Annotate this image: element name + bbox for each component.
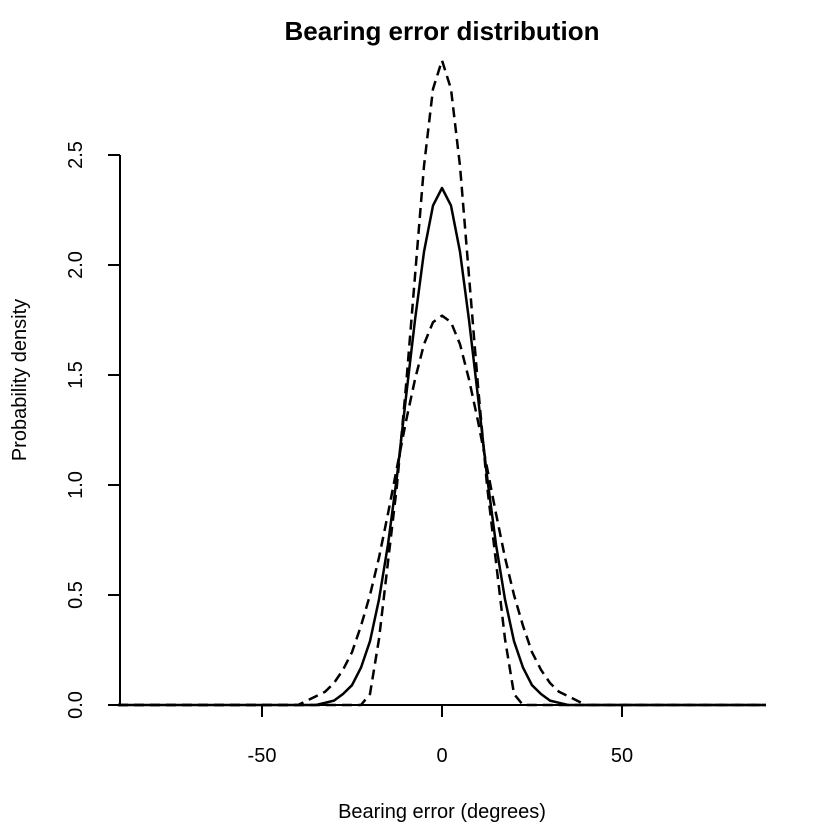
density-line [118,186,766,707]
y-tick-label: 2.5 [65,141,87,169]
x-tick-label: -50 [248,745,277,767]
density-line [118,59,766,707]
x-tick-label: 50 [611,745,633,767]
y-tick-label: 0.5 [65,581,87,609]
y-tick-label: 2.0 [65,251,87,279]
density-line [118,314,766,707]
y-tick-label: 1.5 [65,361,87,389]
x-axis-label: Bearing error (degrees) [338,801,546,823]
y-tick-label: 0.0 [65,691,87,719]
y-axis-label: Probability density [9,299,31,461]
chart-title: Bearing error distribution [285,16,600,46]
x-tick-label: 0 [436,745,447,767]
y-tick-label: 1.0 [65,471,87,499]
